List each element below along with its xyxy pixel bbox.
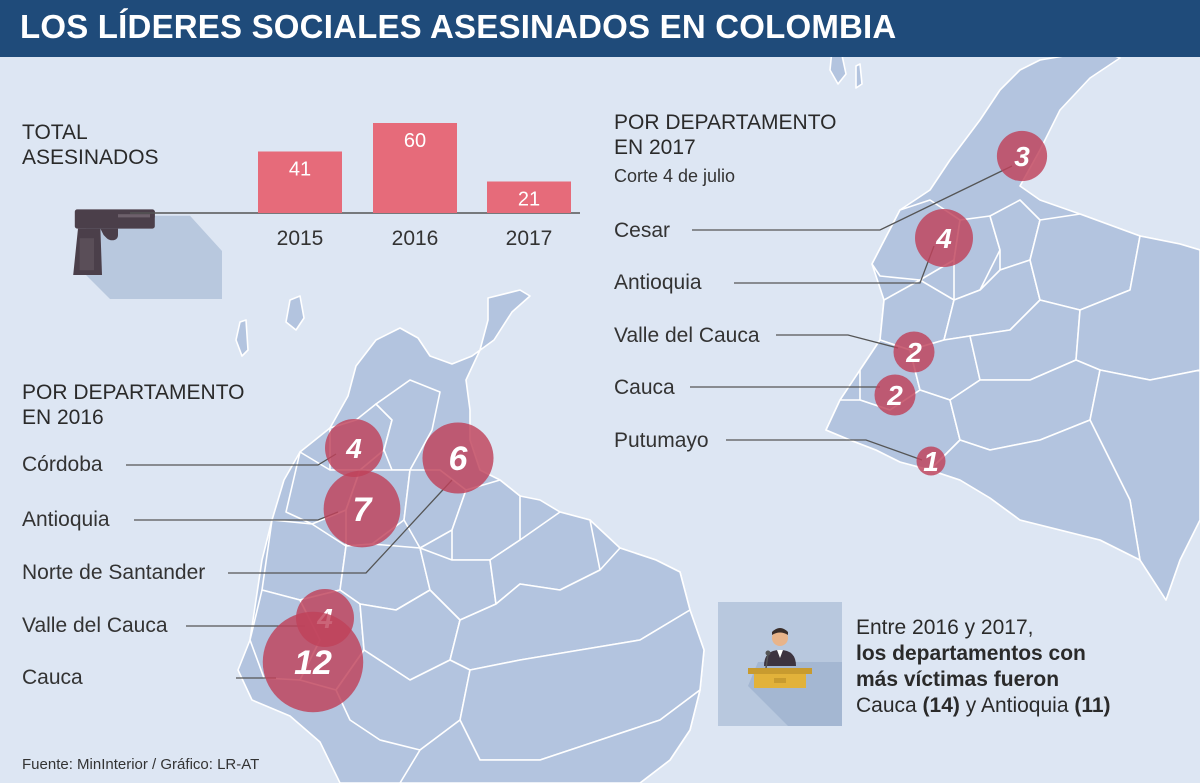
label-2016-valle-del-cauca: Valle del Cauca xyxy=(22,614,168,637)
leader-line-2016 xyxy=(228,479,453,574)
label-2016-cauca: Cauca xyxy=(22,666,83,689)
source-credit: Fuente: MinInterior / Gráfico: LR-AT xyxy=(22,756,260,773)
dept2016-heading-line2: EN 2016 xyxy=(22,406,104,429)
pistol-icon xyxy=(73,209,222,299)
note-line2: los departamentos con xyxy=(856,642,1086,665)
leader-line-2016 xyxy=(126,453,337,466)
bubble-value-label: 7 xyxy=(353,491,374,529)
note-cauca-value: (14) xyxy=(922,694,960,717)
bar-2016 xyxy=(373,123,457,213)
bubbles: 4 7 6 41 2 3 4 2 21 xyxy=(262,130,1048,713)
bubble-value-label: 4 xyxy=(935,223,952,254)
bubble-2017 xyxy=(996,130,1048,182)
leader-line-2017 xyxy=(734,245,935,284)
bubble-2016 xyxy=(422,422,494,494)
note-joiner: y xyxy=(965,694,977,717)
bar-value-label: 60 xyxy=(404,130,426,152)
leader-line-2017 xyxy=(776,334,899,349)
label-2017-cauca: Cauca xyxy=(614,376,675,399)
note-line1: Entre 2016 y 2017, xyxy=(856,616,1034,639)
bubble-2017 xyxy=(915,209,973,267)
total-heading-line2: ASESINADOS xyxy=(22,146,159,169)
bar-chart-total: 41 2015 60 2016 21 2017 xyxy=(130,123,580,250)
label-2017-putumayo: Putumayo xyxy=(614,429,709,452)
leader-line-2017 xyxy=(726,439,923,461)
dept2017-heading-line2: EN 2017 xyxy=(614,136,696,159)
note-line4: Cauca (14) y Antioquia (11) xyxy=(856,693,1111,719)
bubble-2016 xyxy=(323,470,401,548)
bubble-value-label: 4 xyxy=(345,433,362,464)
label-2017-valle-del-cauca: Valle del Cauca xyxy=(614,324,760,347)
note-cauca-label: Cauca xyxy=(856,694,917,717)
total-heading-line1: TOTAL xyxy=(22,121,88,144)
bar-category-label: 2016 xyxy=(392,227,439,250)
header-bar: LOS LÍDERES SOCIALES ASESINADOS EN COLOM… xyxy=(0,0,1200,57)
note-antioquia-label: Antioquia xyxy=(980,694,1069,717)
leader-line-2017 xyxy=(692,165,1013,231)
bubble-value-label: 3 xyxy=(1014,141,1030,172)
label-2017-cesar: Cesar xyxy=(614,219,671,242)
bubble-2016 xyxy=(262,611,364,713)
page-title: LOS LÍDERES SOCIALES ASESINADOS EN COLOM… xyxy=(20,8,897,45)
bar-2015 xyxy=(258,151,342,213)
dept2017-heading-line1: POR DEPARTAMENTO xyxy=(614,111,837,134)
map-colombia-2017 xyxy=(825,45,1200,601)
bar-value-label: 41 xyxy=(289,159,311,181)
bubble-2017 xyxy=(916,446,946,476)
note-antioquia-value: (11) xyxy=(1074,694,1111,717)
summary-note: Entre 2016 y 2017, los departamentos con… xyxy=(856,615,1111,719)
bubble-value-label: 12 xyxy=(294,644,332,682)
bubble-2017 xyxy=(874,374,916,416)
bar-category-label: 2015 xyxy=(277,227,324,250)
bubble-2017 xyxy=(893,331,935,373)
bar-2017 xyxy=(487,181,571,213)
label-2016-cordoba: Córdoba xyxy=(22,453,103,476)
note-line3: más víctimas fueron xyxy=(856,668,1060,691)
speaker-podium-icon xyxy=(748,628,842,726)
label-2016-norte-de-santander: Norte de Santander xyxy=(22,561,206,584)
label-2017-antioquia: Antioquia xyxy=(614,271,702,294)
speaker-icon-box xyxy=(718,602,842,726)
bubble-value-label: 6 xyxy=(449,440,469,478)
leader-lines xyxy=(126,165,1013,679)
bar-series: 41 2015 60 2016 21 2017 xyxy=(258,123,571,250)
leader-line-2016 xyxy=(134,511,339,521)
dept2016-heading-line1: POR DEPARTAMENTO xyxy=(22,381,245,404)
bubble-value-label: 1 xyxy=(923,446,939,477)
bubble-value-label: 2 xyxy=(905,337,922,368)
bubble-value-label: 2 xyxy=(886,380,903,411)
bubble-2016 xyxy=(325,419,383,477)
bar-value-label: 21 xyxy=(518,189,540,211)
dept2017-subtitle: Corte 4 de julio xyxy=(614,166,736,186)
bar-category-label: 2017 xyxy=(506,227,553,250)
label-2016-antioquia: Antioquia xyxy=(22,508,110,531)
